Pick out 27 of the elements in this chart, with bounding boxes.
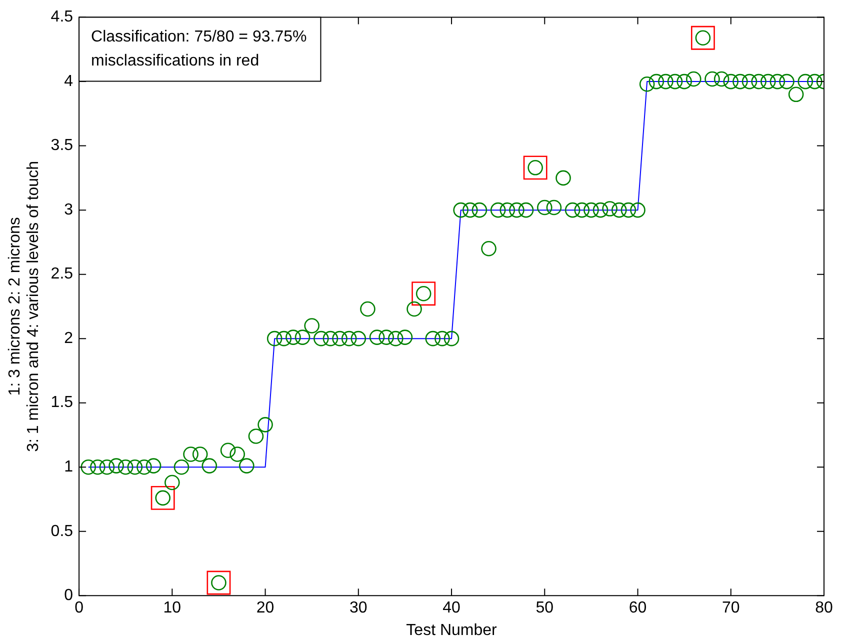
y-tick-label: 2	[64, 330, 74, 347]
y-tick-label: 3	[64, 201, 74, 218]
x-tick-label: 20	[256, 600, 274, 617]
y-tick-label: 1.5	[50, 394, 74, 412]
y-tick-label: 0	[64, 587, 74, 604]
x-axis-title: Test Number	[406, 622, 498, 639]
x-tick-label: 10	[163, 600, 182, 617]
annotation: Classification: 75/80 = 93.75%	[91, 28, 307, 46]
point	[150, 486, 175, 510]
point	[206, 570, 231, 595]
annotation: misclassifications in red	[91, 52, 260, 70]
y-tick-label: 1	[64, 458, 74, 476]
y-tick-label: 2.5	[50, 266, 74, 283]
point	[690, 26, 715, 50]
y-tick-label: 4.5	[50, 8, 74, 26]
point	[523, 156, 548, 180]
y-tick-label: 3.5	[50, 137, 74, 154]
x-tick-label: 70	[722, 600, 740, 617]
x-tick-label: 80	[815, 600, 833, 617]
x-tick-label: 30	[350, 600, 368, 617]
y-tick-label: 4	[64, 72, 74, 90]
y-axis-title: 1: 3 microns 2: 2 microns 3: 1 micron and 4: various levels of touch	[6, 161, 42, 452]
point	[412, 282, 436, 306]
y-tick-label: 0.5	[50, 522, 74, 540]
x-tick-label: 60	[628, 600, 647, 617]
x-tick-label: 50	[536, 600, 554, 617]
x-tick-label: 40	[442, 600, 461, 617]
